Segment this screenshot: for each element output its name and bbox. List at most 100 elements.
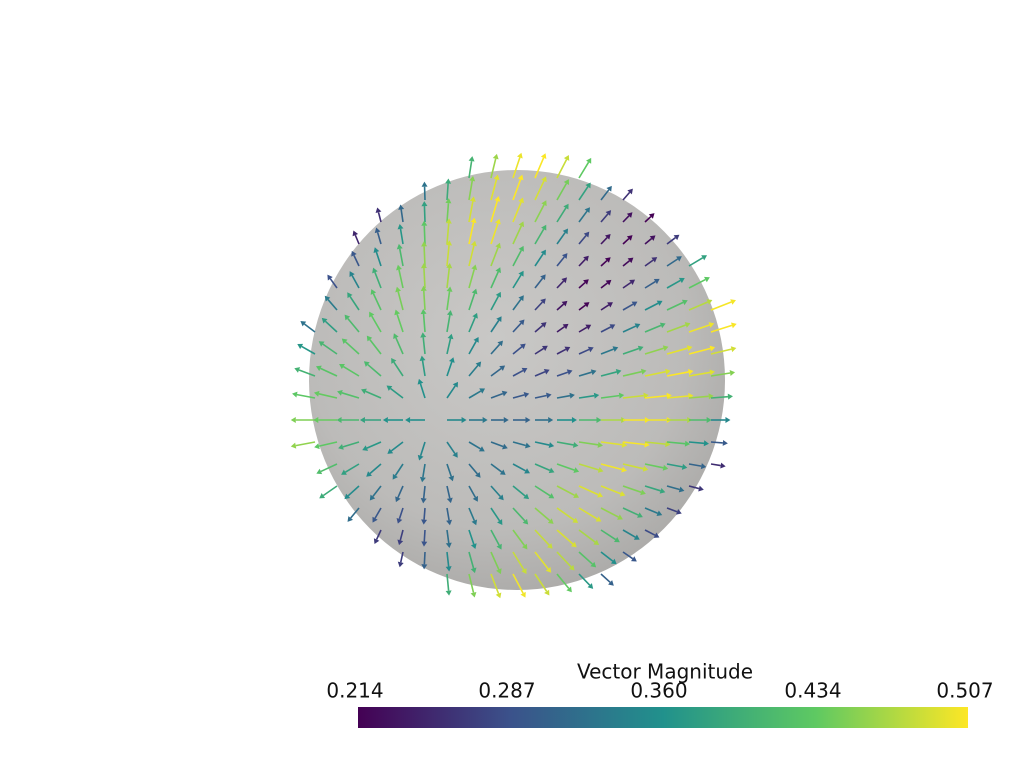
arrow-head — [524, 468, 530, 474]
arrow-head — [609, 324, 616, 330]
arrow-head — [595, 516, 602, 522]
arrow-head — [585, 324, 592, 330]
arrow-head — [341, 338, 348, 345]
arrow — [534, 253, 544, 267]
arrow — [600, 371, 617, 377]
arrow — [344, 463, 360, 473]
arrow — [296, 393, 316, 399]
arrow — [644, 215, 652, 223]
arrow-head — [497, 340, 503, 347]
arrow-head — [421, 201, 428, 207]
arrow — [468, 364, 479, 377]
arrow-head — [662, 345, 669, 352]
arrow-head — [700, 463, 707, 470]
arrow — [644, 259, 654, 267]
arrow — [446, 267, 451, 289]
arrow — [446, 203, 450, 223]
arrow-head — [394, 309, 401, 316]
arrow — [644, 324, 662, 333]
arrow — [398, 269, 404, 289]
arrow — [534, 370, 546, 377]
arrow — [512, 551, 525, 571]
arrow — [468, 180, 474, 201]
arrow — [534, 347, 545, 355]
arrow-head — [725, 417, 731, 423]
arrow-head — [396, 243, 403, 250]
arrow-head — [470, 240, 477, 247]
arrow — [644, 280, 656, 289]
arrow-head — [563, 155, 570, 161]
arrow-head — [583, 231, 590, 238]
arrow — [666, 347, 688, 355]
arrow — [556, 159, 568, 179]
arrow-head — [472, 495, 478, 502]
arrow — [423, 246, 426, 267]
arrow-head — [604, 257, 611, 263]
arrow — [622, 441, 645, 446]
arrow-head — [662, 464, 669, 471]
arrow — [490, 485, 501, 498]
arrow — [556, 183, 568, 201]
arrow — [622, 463, 644, 470]
arrow — [534, 394, 547, 399]
arrow — [395, 337, 404, 355]
arrow-head — [373, 247, 380, 253]
arrow — [600, 551, 614, 562]
arrow — [446, 245, 450, 267]
arrow-head — [612, 346, 619, 352]
arrow — [468, 441, 481, 450]
arrow-head — [722, 439, 728, 446]
arrow — [578, 258, 586, 267]
arrow-head — [540, 322, 547, 328]
arrow — [600, 394, 620, 399]
arrow — [468, 317, 476, 333]
arrow-head — [420, 332, 427, 338]
arrow-head — [445, 198, 452, 204]
arrow-head — [587, 346, 594, 353]
arrow-head — [421, 241, 428, 247]
arrow — [578, 348, 590, 355]
arrow — [534, 573, 548, 592]
arrow — [468, 245, 475, 267]
arrow-head — [421, 541, 428, 547]
arrow — [344, 341, 360, 355]
arrow — [578, 210, 588, 223]
arrow — [512, 485, 526, 497]
arrow-head — [548, 442, 555, 448]
arrow-head — [387, 448, 394, 454]
arrow — [534, 228, 545, 245]
arrow — [446, 183, 449, 201]
arrow-head — [561, 253, 568, 259]
arrow-head — [678, 277, 685, 284]
arrow-head — [496, 543, 502, 550]
arrow-head — [315, 365, 322, 372]
arrow — [512, 463, 526, 472]
arrow-head — [631, 301, 638, 307]
arrow-head — [372, 516, 378, 523]
arrow — [600, 326, 612, 333]
arrow — [622, 191, 631, 201]
arrow — [688, 485, 700, 490]
arrow — [534, 277, 544, 289]
arrow-head — [445, 218, 452, 224]
arrow — [354, 234, 360, 245]
arrow — [490, 551, 500, 570]
arrow-head — [541, 176, 547, 183]
arrow — [622, 347, 640, 355]
arrow — [490, 392, 504, 399]
arrow — [622, 237, 630, 245]
arrow — [666, 237, 676, 245]
arrow-head — [501, 390, 508, 397]
arrow — [556, 507, 575, 521]
arrow — [666, 463, 683, 468]
arrow-head — [419, 355, 426, 362]
arrow-head — [709, 369, 715, 376]
arrow-head — [627, 188, 633, 195]
arrow — [534, 324, 544, 333]
arrow-head — [352, 230, 359, 237]
arrow — [512, 573, 524, 594]
arrow-head — [448, 357, 455, 363]
arrow-head — [730, 322, 737, 329]
arrow — [398, 507, 404, 520]
arrow-head — [540, 249, 546, 256]
